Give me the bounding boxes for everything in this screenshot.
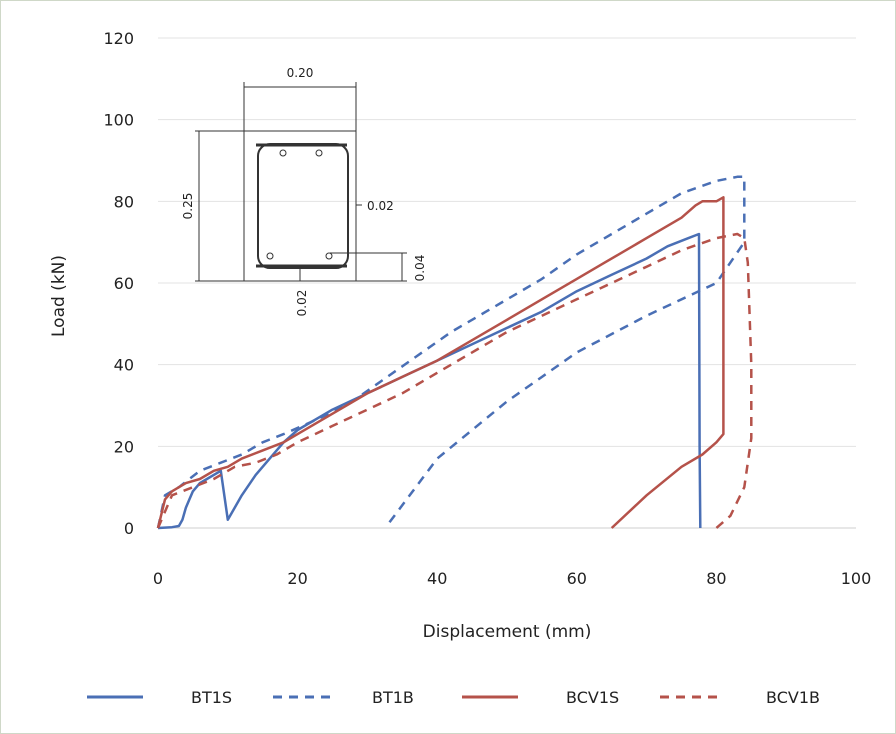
gridlines bbox=[158, 37, 856, 529]
cross-section-inset bbox=[195, 82, 407, 282]
rebar-circle bbox=[315, 149, 323, 157]
series-line-bcv1s bbox=[156, 196, 725, 529]
dim-height: 0.25 bbox=[181, 193, 195, 220]
y-tick-label: 60 bbox=[114, 274, 134, 293]
x-tick-labels: 0 20 40 60 80 100 bbox=[153, 569, 871, 588]
rebar-circle bbox=[279, 149, 287, 157]
y-tick-label: 0 bbox=[124, 519, 134, 538]
x-tick-label: 40 bbox=[427, 569, 447, 588]
legend-label-bcv1s: BCV1S bbox=[566, 688, 619, 707]
series-line-bcv1b bbox=[156, 232, 753, 529]
x-tick-label: 0 bbox=[153, 569, 163, 588]
legend-label-bt1s: BT1S bbox=[191, 688, 232, 707]
series-line-bt1s bbox=[157, 232, 702, 530]
dim-width: 0.20 bbox=[287, 66, 314, 80]
y-tick-label: 120 bbox=[103, 29, 134, 48]
series-line-bt1b bbox=[156, 175, 746, 529]
x-tick-label: 60 bbox=[567, 569, 587, 588]
rebar-circle bbox=[266, 252, 274, 260]
legend-label-bt1b: BT1B bbox=[372, 688, 414, 707]
y-tick-label: 100 bbox=[103, 111, 134, 130]
y-tick-label: 40 bbox=[114, 356, 134, 375]
y-tick-label: 80 bbox=[114, 192, 134, 211]
legend: BT1S BT1B BCV1S BCV1B bbox=[87, 688, 820, 707]
rebar-circle bbox=[325, 252, 333, 260]
legend-label-bcv1b: BCV1B bbox=[766, 688, 820, 707]
x-tick-label: 20 bbox=[287, 569, 307, 588]
x-axis-title: Displacement (mm) bbox=[423, 622, 592, 642]
y-tick-labels: 0 20 40 60 80 100 120 bbox=[103, 29, 134, 538]
series-lines bbox=[156, 175, 753, 530]
section-outline bbox=[243, 130, 357, 282]
y-axis-title: Load (kN) bbox=[49, 255, 69, 337]
x-tick-label: 100 bbox=[841, 569, 872, 588]
stirrup bbox=[257, 143, 349, 269]
y-tick-label: 20 bbox=[114, 437, 134, 456]
dim-bottom-offset: 0.04 bbox=[413, 255, 427, 282]
dim-bottom-cover: 0.02 bbox=[295, 290, 309, 317]
dim-side-cover: 0.02 bbox=[367, 199, 394, 213]
x-tick-label: 80 bbox=[706, 569, 726, 588]
